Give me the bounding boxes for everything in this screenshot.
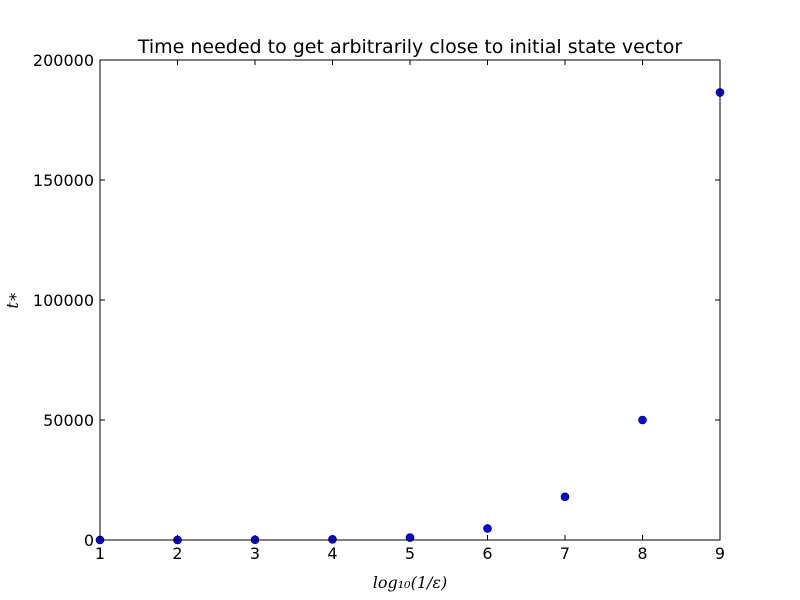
chart-title: Time needed to get arbitrarily close to … (137, 36, 683, 58)
y-ticks: 0 50000 100000 150000 200000 (33, 51, 720, 550)
x-tick-label: 9 (715, 544, 725, 563)
data-point (328, 534, 337, 544)
data-points (95, 88, 725, 545)
y-tick-label: 50000 (43, 411, 94, 430)
x-tick-label: 7 (560, 544, 570, 563)
x-ticks: 1 2 3 4 5 6 7 8 9 (95, 60, 725, 563)
x-tick-label: 8 (637, 544, 647, 563)
data-point (560, 492, 570, 502)
data-point (638, 415, 647, 425)
data-point (483, 524, 492, 533)
y-tick-label: 0 (84, 531, 94, 550)
x-axis-label: log₁₀(1/ε) (373, 573, 447, 592)
y-axis-label: t∗ (3, 291, 22, 308)
y-tick-label: 200000 (33, 51, 94, 70)
x-tick-label: 3 (250, 544, 260, 563)
y-tick-label: 150000 (33, 171, 94, 190)
x-tick-label: 5 (405, 544, 415, 563)
y-tick-label: 100000 (33, 291, 94, 310)
x-tick-label: 4 (327, 544, 337, 563)
x-tick-label: 1 (95, 544, 105, 563)
x-tick-label: 6 (482, 544, 492, 563)
plot-frame (99, 59, 721, 541)
x-tick-label: 2 (172, 544, 182, 563)
